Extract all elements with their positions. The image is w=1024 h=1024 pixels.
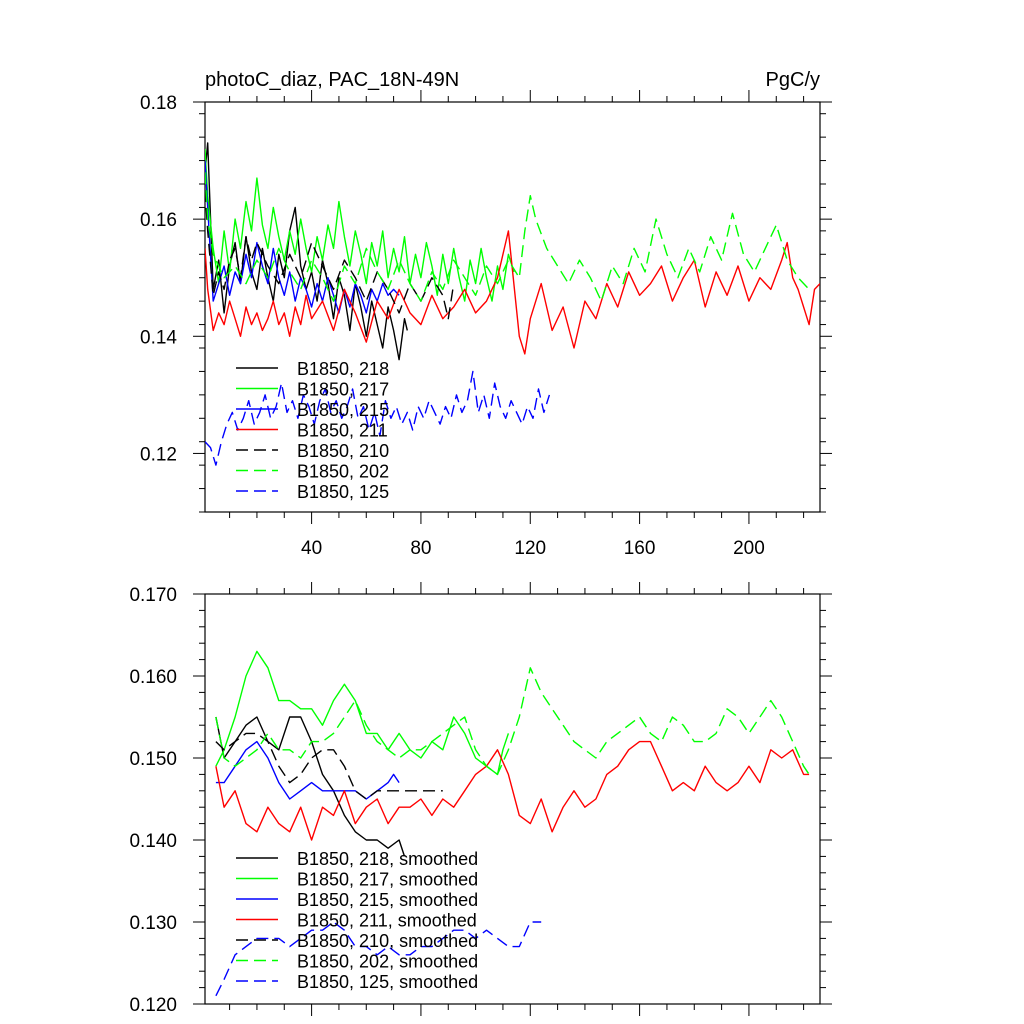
- bottom-ytick-label: 0.150: [129, 749, 177, 770]
- bottom-series-line-3: [215, 740, 810, 841]
- top-xtick-label: 160: [624, 538, 656, 559]
- bottom-series-line-2: [215, 740, 400, 800]
- bottom-legend-label: B1850, 217, smoothed: [297, 870, 478, 890]
- bottom-panel: 0.120 0.130 0.140 0.150 0.160 0.170 B1850, 218…: [129, 582, 832, 1016]
- bottom-series-line-6: [215, 921, 542, 997]
- top-legend-label: B1850, 217: [297, 380, 389, 400]
- top-ytick-label: 0.16: [140, 210, 177, 231]
- bottom-legend-label: B1850, 125, smoothed: [297, 972, 478, 992]
- top-xtick-label: 40: [301, 538, 322, 559]
- bottom-legend-label: B1850, 215, smoothed: [297, 890, 478, 910]
- top-xtick-label: 80: [410, 538, 431, 559]
- top-series-line-1: [205, 148, 515, 302]
- bottom-legend-label: B1850, 211, smoothed: [297, 911, 477, 931]
- bottom-series-line-5: [215, 667, 810, 776]
- bottom-ytick-label: 0.120: [129, 995, 177, 1016]
- top-series-line-3: [205, 230, 820, 355]
- chart-units: PgC/y: [766, 69, 820, 91]
- bottom-series-line-1: [215, 650, 510, 776]
- bottom-plot-frame: [204, 593, 821, 1005]
- top-xtick-label: 200: [733, 538, 765, 559]
- top-plot-frame: [204, 101, 821, 513]
- bottom-legend-label: B1850, 202, smoothed: [297, 952, 478, 972]
- top-ytick-label: 0.12: [140, 444, 177, 465]
- top-ytick-label: 0.18: [140, 93, 177, 114]
- top-legend-label: B1850, 211: [297, 421, 388, 441]
- bottom-ytick-label: 0.160: [129, 667, 177, 688]
- bottom-series-line-4: [215, 732, 443, 800]
- chart-title: photoC_diaz, PAC_18N-49N: [205, 69, 459, 91]
- top-series-line-6: [205, 370, 551, 466]
- bottom-ytick-label: 0.170: [129, 585, 177, 606]
- top-legend-label: B1850, 202: [297, 462, 389, 482]
- top-legend-label: B1850, 215: [297, 400, 389, 420]
- top-ytick-label: 0.14: [140, 327, 177, 348]
- top-series-line-2: [205, 160, 400, 314]
- bottom-ytick-label: 0.130: [129, 913, 177, 934]
- top-legend-label: B1850, 210: [297, 441, 389, 461]
- top-series-line-4: [205, 189, 455, 320]
- top-xtick-label: 120: [514, 538, 546, 559]
- top-series-group: [205, 142, 820, 466]
- bottom-series-group: [215, 650, 810, 997]
- bottom-legend-label: B1850, 210, smoothed: [297, 931, 478, 951]
- top-legend-label: B1850, 218: [297, 359, 389, 379]
- top-legend-label: B1850, 125: [297, 482, 389, 502]
- bottom-legend-label: B1850, 218, smoothed: [297, 849, 478, 869]
- bottom-ytick-label: 0.140: [129, 831, 177, 852]
- top-series-line-5: [205, 172, 810, 302]
